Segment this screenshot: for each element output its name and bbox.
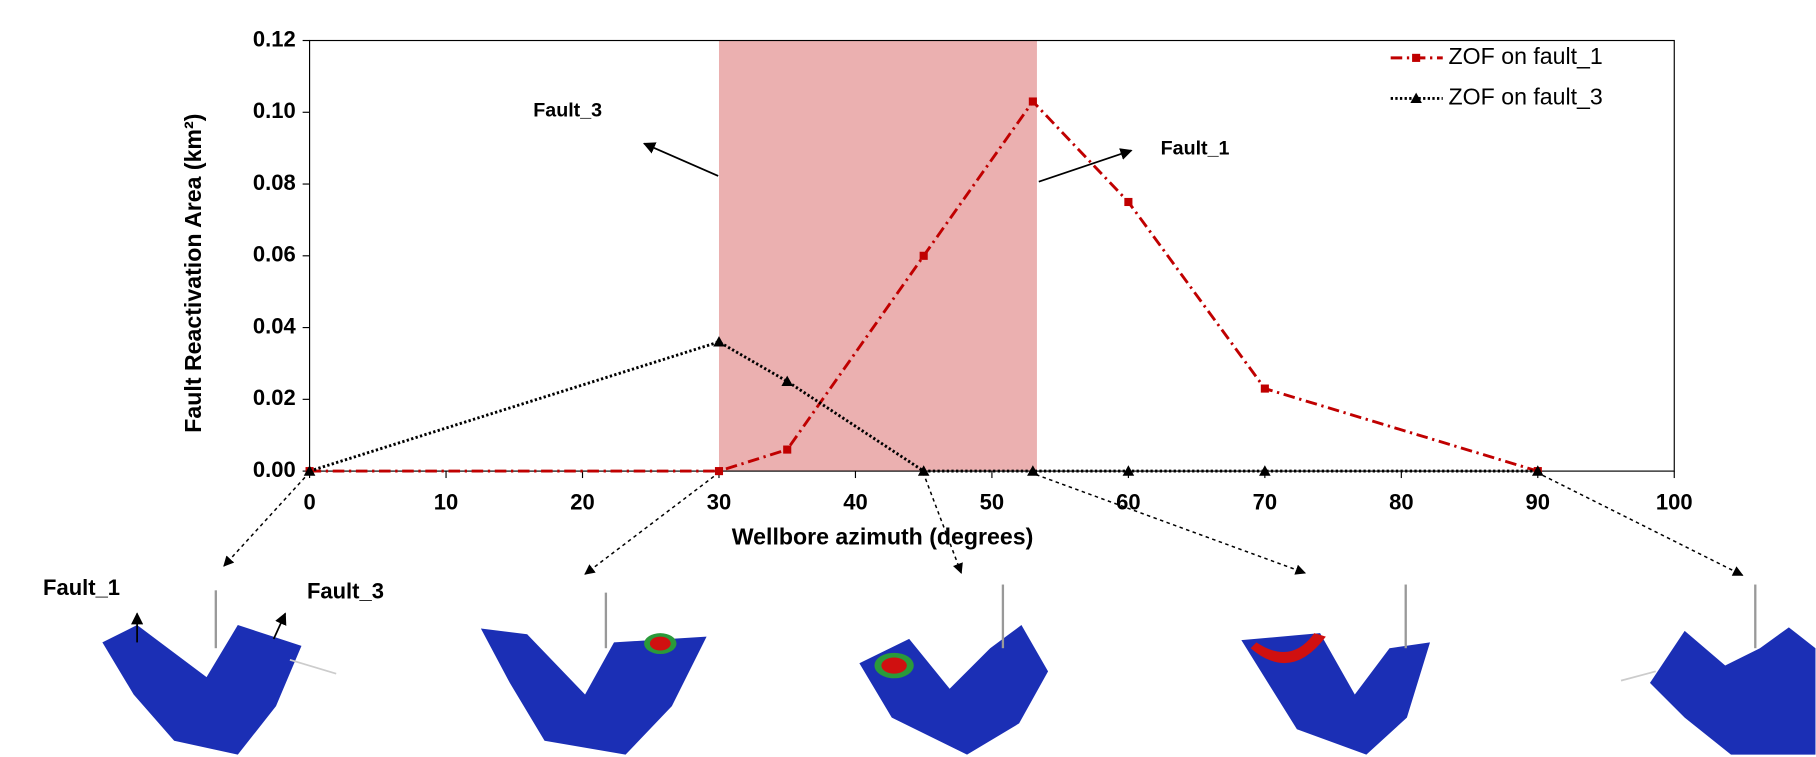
fault-figures: Fault_1 Fault_3 [43,575,1816,755]
fault-figure [480,592,707,755]
fault-figure [859,584,1049,755]
x-tick-label: 20 [570,489,594,514]
y-tick-label: 0.02 [253,385,296,410]
x-tick-label: 100 [1656,489,1693,514]
highlight-band [718,40,1037,472]
legend-label: ZOF on fault_1 [1449,43,1603,69]
x-tick-label: 0 [303,489,315,514]
data-point [1124,197,1133,207]
data-point [917,465,930,476]
data-point [714,467,724,476]
connector [223,471,311,567]
x-tick-label: 60 [1116,489,1140,514]
annotation-arrow [1038,148,1133,183]
y-axis-label: Fault Reactivation Area (km²) [180,114,206,433]
x-axis-label: Wellbore azimuth (degrees) [732,523,1034,549]
legend-marker [1410,92,1422,104]
annotation-arrow [642,142,719,177]
figure-label: Fault_1 [43,575,120,600]
legend-label: ZOF on fault_3 [1449,83,1603,109]
data-point [1122,465,1135,476]
x-tick-label: 40 [843,489,867,514]
legend-marker [1412,53,1421,62]
connector [1029,471,1307,575]
y-tick-label: 0.08 [253,170,296,195]
x-tick-label: 70 [1253,489,1277,514]
y-tick-label: 0.10 [253,98,296,123]
x-tick-label: 80 [1389,489,1413,514]
y-tick-label: 0.04 [253,313,297,338]
plot-background [308,39,1675,472]
data-point [1027,465,1039,476]
series-line [309,99,1539,473]
connector [1536,471,1744,576]
data-point [781,375,794,387]
y-tick-label: 0.00 [253,457,296,482]
annotation: Fault_3 [533,99,602,121]
x-tick-label: 10 [434,489,458,514]
fault-figure: Fault_1 Fault_3 [43,575,384,755]
x-tick-label: 50 [980,489,1004,514]
data-point [1028,97,1037,106]
data-point [1260,384,1269,393]
y-tick-label: 0.06 [253,242,296,267]
data-point [1532,465,1544,476]
figure-label: Fault_3 [307,578,384,603]
data-point [713,336,725,347]
y-tick-label: 0.12 [253,26,296,51]
annotation: Fault_1 [1161,138,1230,160]
fault-figure [1241,584,1431,755]
data-point [919,251,928,260]
connectors [223,471,1744,576]
data-point [783,445,792,454]
data-point [303,465,316,476]
x-tick-label: 90 [1526,489,1550,514]
data-point [1259,465,1271,476]
connector [584,471,720,575]
fault-figure [1620,584,1816,755]
x-tick-label: 30 [707,489,731,514]
